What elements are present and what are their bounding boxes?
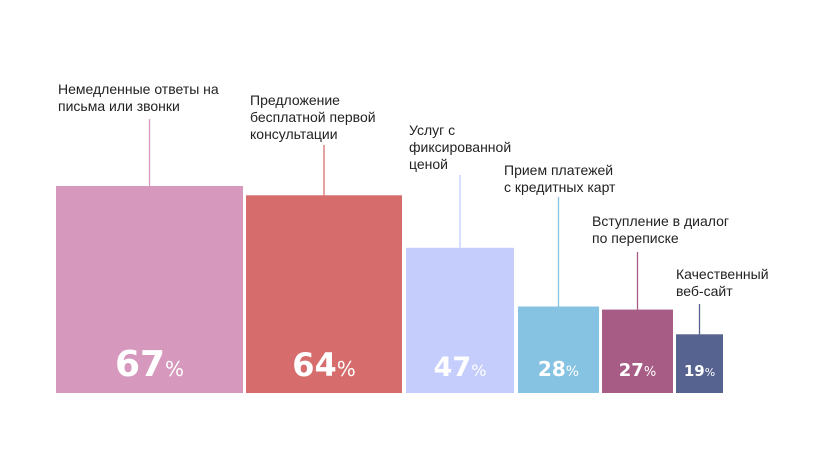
category-label: Немедленные ответы на письма или звонки (58, 81, 219, 114)
bar (406, 247, 514, 393)
bar-value-label: 28% (538, 357, 579, 381)
bar (676, 334, 723, 393)
bar (602, 309, 673, 393)
bar (518, 306, 599, 393)
bar-value-label: 47% (434, 352, 487, 383)
category-label: Прием платежей с кредитных карт (504, 162, 616, 195)
category-label: Предложение бесплатной первой консультац… (250, 92, 376, 142)
bar-value-label: 67% (115, 344, 184, 385)
category-label: Вступление в диалог по переписке (592, 213, 729, 246)
bar-value-label: 19% (684, 362, 715, 380)
bar (246, 195, 402, 393)
bar-value-label: 64% (292, 346, 356, 384)
bar-value-label: 27% (619, 360, 656, 381)
category-label: Услуг с фиксированной ценой (409, 122, 512, 172)
category-label: Качественный веб-сайт (676, 266, 769, 299)
bar (56, 186, 243, 393)
